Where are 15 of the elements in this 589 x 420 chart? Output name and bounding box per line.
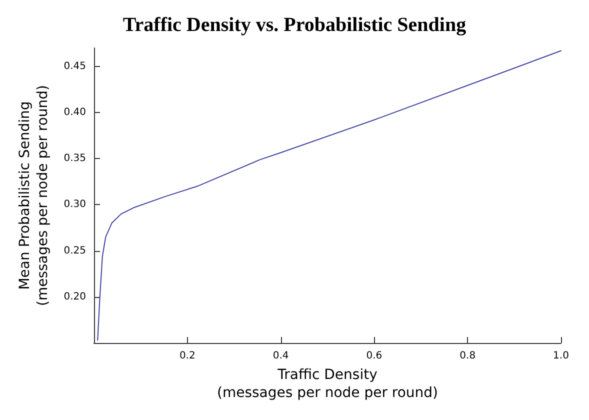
y-tick-label: 0.45 (64, 60, 86, 72)
y-axis-title: Mean Probabilistic Sending (messages per node per round) (17, 84, 51, 306)
x-tick-label: 0.8 (460, 350, 476, 362)
x-tick-label: 0.6 (366, 350, 382, 362)
y-tick-label: 0.40 (64, 107, 86, 118)
x-tick-label: 0.4 (272, 350, 289, 362)
y-tick-label: 0.25 (64, 245, 86, 256)
y-tick-label: 0.20 (64, 291, 86, 302)
line-series (97, 50, 562, 341)
x-axis-title: Traffic Density (messages per node per round) (216, 366, 438, 401)
x-tick-label: 1.0 (553, 350, 569, 362)
chart-title: Traffic Density vs. Probabilistic Sending (122, 14, 466, 36)
y-tick-label: 0.35 (64, 153, 86, 164)
y-tick-label: 0.30 (64, 199, 86, 210)
x-tick-label: 0.2 (179, 350, 196, 362)
